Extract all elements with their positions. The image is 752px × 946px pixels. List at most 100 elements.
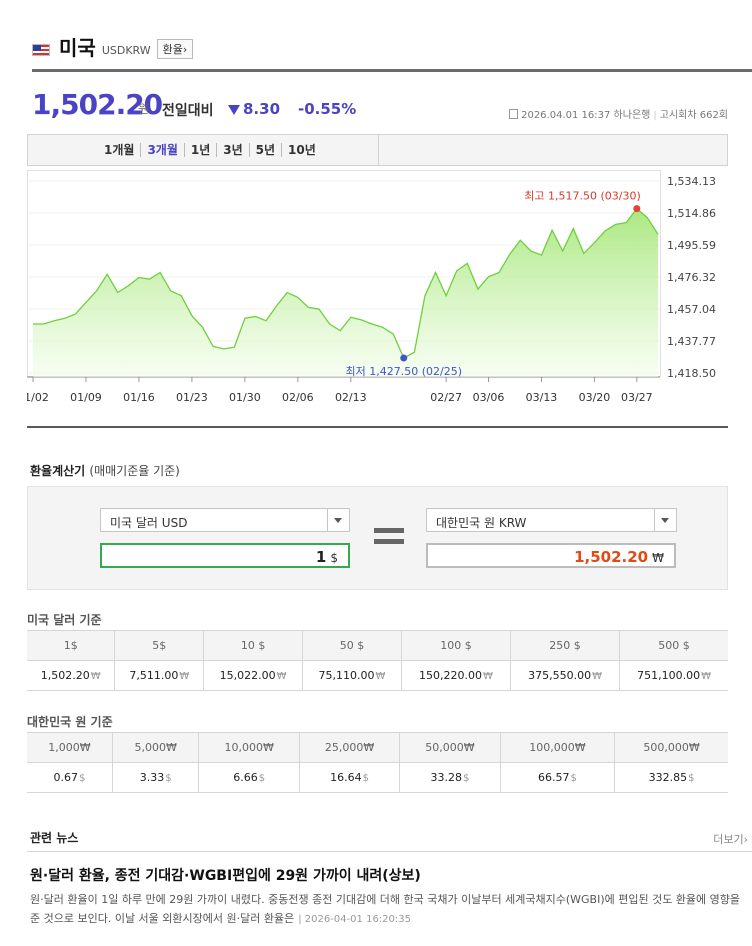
compare-label: 전일대비 (162, 103, 214, 119)
y-tick-6: 1,418.50 (667, 367, 716, 380)
krw-table-title: 대한민국 원 기준 (27, 715, 113, 729)
section-divider (27, 426, 728, 428)
country-name: 미국 (59, 36, 96, 60)
usd-header-3: 50 $ (302, 630, 402, 661)
usd-table-title: 미국 달러 기준 (27, 613, 102, 627)
price-row: 1,502.20 원 전일대비 8.30 -0.55% 2026.04.01 1… (32, 86, 728, 126)
period-tabs: 1개월 3개월 1년 3년 5년 10년 (27, 134, 728, 166)
y-tick-5: 1,437.77 (667, 335, 716, 348)
period-tab-1[interactable]: 3개월 (140, 143, 183, 157)
min-label: 최저 1,427.50 (02/25) (346, 365, 463, 378)
krw-header-4: 50,000₩ (399, 732, 501, 763)
rate-meta: 2026.04.01 16:37 하나은행 | 고시회차 662회 (509, 106, 728, 121)
period-tab-4[interactable]: 5년 (248, 143, 281, 157)
currency-header: 미국 USDKRW 환율› (32, 36, 752, 72)
krw-value-2: 6.66$ (198, 762, 300, 793)
min-point (400, 354, 408, 362)
exchange-rate-chart: 1,534.13 1,514.86 1,495.59 1,476.32 1,457.04… (27, 170, 716, 404)
x-tick-8: 03/06 (473, 391, 505, 404)
y-tick-4: 1,457.04 (667, 303, 716, 316)
change-value: 8.30 (243, 100, 281, 118)
krw-header-2: 10,000₩ (198, 732, 300, 763)
rate-timestamp: 2026.04.01 16:37 (521, 110, 611, 121)
krw-value-3: 16.64$ (299, 762, 401, 793)
period-tab-3[interactable]: 3년 (216, 143, 248, 157)
x-tick-5: 02/06 (282, 391, 314, 404)
to-amount-output[interactable]: 1,502.20 ₩ (426, 543, 676, 568)
chevron-down-icon (327, 509, 349, 531)
usd-value-2: 15,022.00₩ (203, 660, 304, 691)
x-tick-4: 01/30 (229, 391, 261, 404)
usd-value-3: 75,110.00₩ (302, 660, 402, 691)
x-tick-9: 03/13 (526, 391, 558, 404)
usd-value-0: 1,502.20₩ (27, 660, 116, 691)
calculator-title: 환율계산기 (매매기준율 기준) (30, 464, 180, 478)
rate-line (33, 207, 659, 360)
rate-area (33, 208, 658, 377)
bank-name: 하나은행 (613, 110, 651, 121)
usd-value-4: 150,220.00₩ (401, 660, 512, 691)
krw-header-6: 500,000₩ (614, 732, 728, 763)
usd-header-6: 500 $ (619, 630, 728, 661)
calculator-box: 미국 달러 USD 1 $ 대한민국 원 KRW 1,502.20 ₩ (27, 486, 728, 590)
from-amount-input[interactable]: 1 $ (100, 543, 350, 568)
x-tick-2: 01/16 (123, 391, 155, 404)
krw-header-0: 1,000₩ (27, 732, 113, 763)
rate-unit: 원 (138, 102, 150, 116)
max-label: 최고 1,517.50 (03/30) (524, 190, 641, 203)
y-tick-3: 1,476.32 (667, 271, 716, 284)
us-flag-icon (32, 44, 50, 56)
rate-button[interactable]: 환율› (156, 39, 194, 59)
krw-value-0: 0.67$ (27, 762, 113, 793)
equals-icon (374, 528, 404, 548)
news-title-link[interactable]: 원·달러 환율, 종전 기대감·WGBI편입에 29원 가까이 내려(상보) (30, 868, 421, 884)
usd-header-0: 1$ (27, 630, 116, 661)
news-date: | 2026-04-01 16:20:35 (298, 914, 411, 925)
krw-value-4: 33.28$ (399, 762, 501, 793)
news-divider (27, 851, 752, 852)
max-point (633, 205, 641, 213)
usd-header-1: 5$ (114, 630, 205, 661)
y-tick-1: 1,514.86 (667, 207, 716, 220)
x-tick-10: 03/20 (579, 391, 611, 404)
krw-conversion-table: 1,000₩ 5,000₩ 10,000₩ 25,000₩ 50,000₩ 100,000… (27, 732, 728, 793)
current-rate: 1,502.20 (32, 88, 163, 121)
x-tick-0: 01/02 (27, 391, 49, 404)
to-currency-select[interactable]: 대한민국 원 KRW (426, 508, 677, 532)
from-currency-label: 미국 달러 USD (110, 516, 188, 530)
currency-code: USDKRW (101, 44, 151, 57)
x-tick-7: 02/27 (430, 391, 462, 404)
krw-value-1: 3.33$ (112, 762, 200, 793)
news-summary[interactable]: 원·달러 환율이 1일 하루 만에 29원 가까이 내렸다. 중동전쟁 종전 기… (30, 893, 741, 925)
usd-value-6: 751,100.00₩ (619, 660, 728, 691)
x-tick-1: 01/09 (70, 391, 102, 404)
usd-conversion-table: 1$ 5$ 10 $50 $100 $250 $500 $ 1,502.20₩ 7,5… (27, 630, 728, 691)
chevron-down-icon (654, 509, 676, 531)
period-tab-0[interactable]: 1개월 (104, 143, 135, 157)
down-arrow-icon (228, 105, 240, 115)
change-percent: -0.55% (298, 100, 357, 118)
krw-value-5: 66.57$ (500, 762, 616, 793)
period-tab-5[interactable]: 10년 (281, 143, 322, 157)
period-tab-2[interactable]: 1년 (183, 143, 216, 157)
x-tick-6: 02/13 (335, 391, 367, 404)
usd-value-5: 375,550.00₩ (510, 660, 621, 691)
to-currency-label: 대한민국 원 KRW (436, 516, 527, 530)
y-tick-2: 1,495.59 (667, 239, 716, 252)
krw-header-3: 25,000₩ (299, 732, 401, 763)
document-icon (509, 109, 519, 119)
from-currency-select[interactable]: 미국 달러 USD (100, 508, 350, 532)
x-tick-11: 03/27 (621, 391, 653, 404)
usd-header-2: 10 $ (203, 630, 304, 661)
news-section-title: 관련 뉴스 (30, 831, 79, 845)
krw-header-1: 5,000₩ (112, 732, 200, 763)
news-more-link[interactable]: 더보기› (713, 833, 748, 846)
usd-header-4: 100 $ (401, 630, 512, 661)
usd-value-1: 7,511.00₩ (114, 660, 205, 691)
x-tick-3: 01/23 (176, 391, 208, 404)
usd-header-5: 250 $ (510, 630, 621, 661)
krw-header-5: 100,000₩ (500, 732, 616, 763)
krw-value-6: 332.85$ (614, 762, 728, 793)
notice-count: 고시회차 662회 (659, 110, 728, 121)
y-tick-0: 1,534.13 (667, 175, 716, 188)
